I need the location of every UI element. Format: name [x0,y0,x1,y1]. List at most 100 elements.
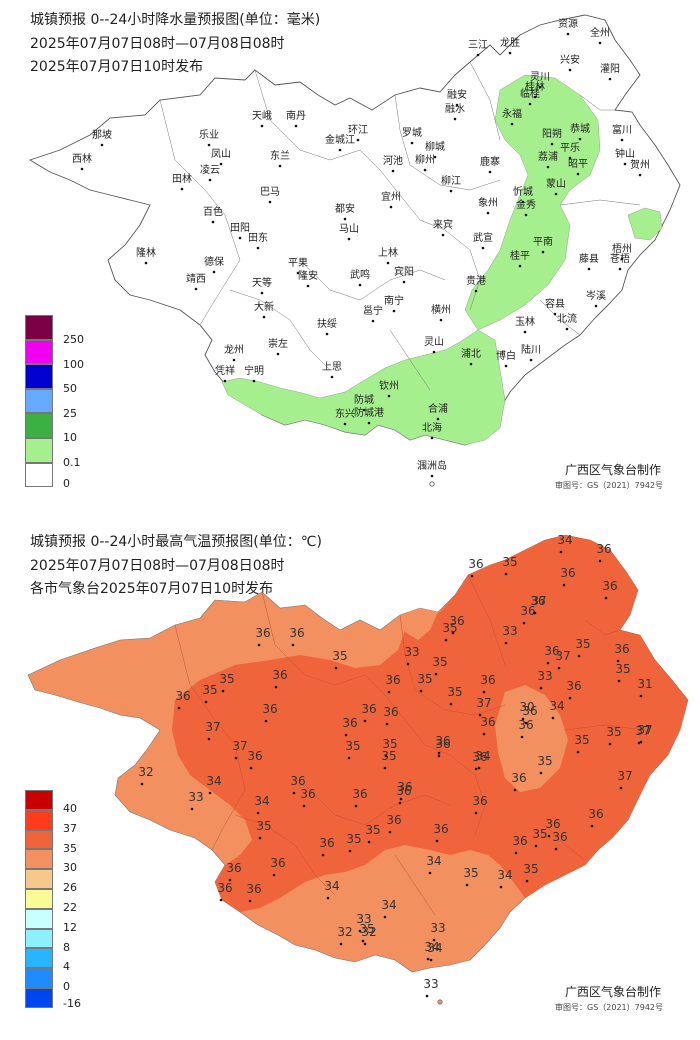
temp-value-label: 37 [476,696,491,710]
city-label: 资源 [558,17,578,30]
temp-value-label: 36 [272,668,287,682]
city-label: 上思 [322,361,342,373]
temp-station-dot [577,654,581,658]
rain-review-number: 审图号：GS（2021）7942号 [555,481,663,490]
city-label: 象州 [478,197,498,209]
temp-station-dot [504,572,508,576]
city-label: 都安 [335,202,355,215]
city-dot [343,422,347,426]
temp-legend-swatch [25,987,53,1008]
city-label: 百色 [203,205,223,218]
temp-station-dot [482,690,486,694]
city-dot [568,156,572,160]
city-dot [238,236,242,240]
temp-value-label: 35 [575,637,590,651]
city-label: 扶绥 [317,317,337,330]
temp-map-panel: 城镇预报 0--24小时最高气温预报图(单位：℃) 2025年07月07日08时… [0,520,700,1040]
city-label: 平乐 [560,142,580,154]
temp-station-dot [435,839,439,843]
rain-legend-swatch [25,315,53,340]
temp-value-label: 33 [430,921,445,935]
city-label: 藤县 [579,253,599,265]
city-label: 环江 [348,124,368,136]
city-dot [219,162,223,166]
temp-legend-label: 4 [63,960,70,974]
city-label: 罗城 [402,127,422,139]
temp-station-dot [465,883,469,887]
city-label: 凤山 [211,148,231,160]
temp-station-dot [256,811,260,815]
temp-station-dot [419,689,423,693]
city-dot [449,189,453,193]
temp-station-dot [258,836,262,840]
rain-prefecture-borders [159,61,641,391]
temp-value-label: 36 [226,861,241,875]
city-label: 邕宁 [363,304,383,317]
temp-area-30-pocket [495,685,568,792]
temp-station-dot [348,849,352,853]
temp-station-dot [521,717,525,721]
city-dot [430,436,434,440]
rain-map-panel: 城镇预报 0--24小时降水量预报图(单位：毫米) 2025年07月07日08时… [0,0,700,515]
temp-value-label: 32 [337,925,352,939]
rain-legend-swatch [25,388,53,414]
city-dot [565,327,569,331]
temp-value-label: 36 [520,604,535,618]
temp-value-label: 35 [417,672,432,686]
city-dot [260,291,264,295]
city-dot [306,284,310,288]
city-dot [347,237,351,241]
temp-legend-label: 37 [63,821,77,835]
temp-value-label: 36 [522,704,537,718]
temp-value-label: 36 [596,542,611,556]
temp-value-label: 36 [560,566,575,580]
temp-value-label: 36 [468,557,483,571]
rain-legend-swatch [25,462,53,488]
temp-value-label: 36 [512,834,527,848]
temp-value-label: 36 [385,673,400,687]
city-dot [529,358,533,362]
temp-value-label: 34 [557,533,572,547]
temp-value-label: 33 [356,912,371,926]
temp-station-dot [291,643,295,647]
city-dot [402,280,406,284]
city-dot [488,170,492,174]
city-label: 灵山 [424,336,444,348]
city-dot [436,417,440,421]
temp-station-dot [576,750,580,754]
temp-value-label: 35 [615,662,630,676]
temp-legend-swatch [25,790,53,810]
city-dot [576,172,580,176]
temp-station-dot [234,756,238,760]
city-label: 桂平 [510,249,530,262]
temp-station-dot [522,621,526,625]
temp-value-label: 37 [531,594,546,608]
temp-value-label: 35 [432,655,447,669]
temp-value-label: 36 [255,626,270,640]
city-dot [371,319,375,323]
city-dot [523,330,527,334]
temp-station-dot [478,713,482,717]
city-label: 宜州 [381,190,401,203]
temp-station-dot [264,719,268,723]
city-label: 东兰 [270,149,290,162]
temp-station-dot [363,942,367,946]
city-dot [441,233,445,237]
temp-legend-swatch [25,809,53,830]
city-label: 龙州 [224,343,244,356]
temp-value-label: 34 [549,699,564,713]
city-dot [623,162,627,166]
temp-legend-swatch [25,928,53,949]
temp-value-label: 34 [254,794,269,808]
city-label: 涠洲岛 [417,459,447,472]
temp-value-label: 35 [537,754,552,768]
city-dot [521,200,525,204]
temp-legend-label: 35 [63,841,77,855]
temp-station-dot [444,638,448,642]
city-label: 田东 [248,231,268,244]
city-dot [524,213,528,217]
city-dot [391,169,395,173]
temp-station-dot [429,958,433,962]
temp-value-label: 37 [232,739,247,753]
